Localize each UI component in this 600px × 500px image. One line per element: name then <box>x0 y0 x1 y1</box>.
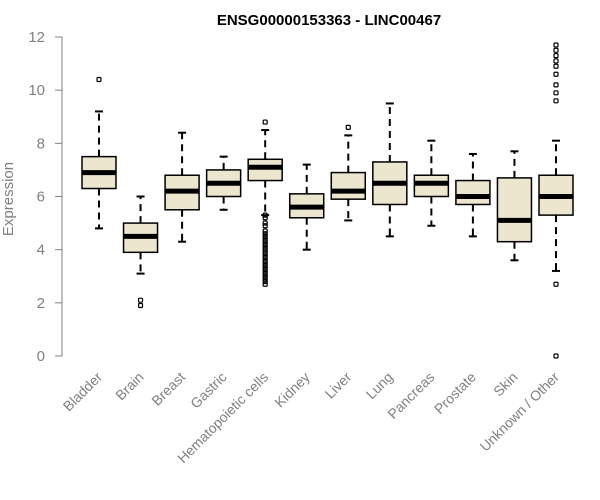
box-kidney <box>288 163 325 251</box>
box-rect <box>413 174 450 198</box>
outlier-point <box>553 63 559 69</box>
outlier-point <box>262 241 268 247</box>
box-skin <box>496 150 533 262</box>
y-tick-label: 10 <box>28 82 45 99</box>
outlier-point <box>262 231 268 237</box>
boxes-group <box>81 42 574 359</box>
box-breast <box>164 131 200 243</box>
outlier-point <box>262 278 268 285</box>
outlier-point <box>137 302 144 309</box>
outlier-point <box>262 220 268 226</box>
x-tick-label: Unknown / Other <box>477 369 563 455</box>
outlier-point <box>262 252 268 258</box>
outlier-point <box>553 47 559 53</box>
outlier-point <box>137 297 144 303</box>
outlier-point <box>553 82 559 88</box>
outlier-point <box>262 233 268 239</box>
box-liver <box>330 124 367 222</box>
outlier-point <box>553 53 559 59</box>
box-rect <box>496 177 533 243</box>
outlier-point <box>262 223 268 229</box>
y-tick-label: 4 <box>37 242 45 259</box>
box-hematopoietic-cells <box>247 119 283 287</box>
outlier-point <box>262 263 268 269</box>
y-tick-label: 8 <box>37 135 45 152</box>
outlier-point <box>262 239 268 245</box>
outlier-point <box>553 353 559 359</box>
outlier-point <box>262 244 268 250</box>
box-rect <box>330 171 367 200</box>
outlier-point <box>553 42 559 48</box>
outlier-point <box>262 276 268 282</box>
outlier-point <box>553 98 559 104</box>
x-tick-label: Skin <box>490 369 521 400</box>
box-rect <box>247 158 283 182</box>
outlier-point <box>262 249 268 255</box>
y-tick-label: 6 <box>37 189 45 206</box>
x-tick-label: Brain <box>112 369 146 403</box>
outlier-point <box>262 119 268 125</box>
y-axis-title: Expression <box>0 162 17 236</box>
box-bladder <box>81 76 117 230</box>
box-lung <box>372 102 408 238</box>
outlier-point <box>553 281 559 287</box>
box-gastric <box>205 155 242 211</box>
x-tick-label: Prostate <box>431 369 479 417</box>
x-tick-label: Liver <box>322 369 355 402</box>
outlier-point <box>262 268 268 274</box>
chart-title: ENSG00000153363 - LINC00467 <box>217 12 441 29</box>
outlier-point <box>262 215 268 221</box>
outlier-point <box>262 270 268 277</box>
x-tick-label: Lung <box>363 369 396 402</box>
outlier-point <box>262 257 268 263</box>
outlier-point <box>262 281 268 287</box>
x-tick-label: Breast <box>148 369 188 409</box>
outlier-point <box>262 260 268 266</box>
outlier-point <box>262 247 268 253</box>
outlier-point <box>553 90 559 96</box>
x-tick-label: Kidney <box>271 369 313 411</box>
box-prostate <box>455 152 491 238</box>
outlier-point <box>96 76 102 83</box>
outlier-point <box>553 58 559 64</box>
outlier-point <box>262 236 268 242</box>
box-brain <box>122 195 159 309</box>
outlier-point <box>345 124 351 130</box>
outlier-point <box>262 228 268 234</box>
outlier-point <box>262 273 268 279</box>
box-rect <box>455 179 491 206</box>
outlier-point <box>262 255 268 261</box>
y-tick-label: 0 <box>37 348 45 365</box>
y-axis: 0 2 4 6 8 10 12 <box>28 29 63 365</box>
x-tick-label: Bladder <box>60 369 106 415</box>
y-tick-label: 12 <box>28 29 45 46</box>
outlier-point <box>553 71 559 77</box>
box-pancreas <box>413 139 450 227</box>
outlier-point <box>262 265 268 271</box>
y-tick-label: 2 <box>37 295 45 312</box>
box-unknown-other <box>538 42 574 359</box>
outlier-point <box>262 212 268 218</box>
